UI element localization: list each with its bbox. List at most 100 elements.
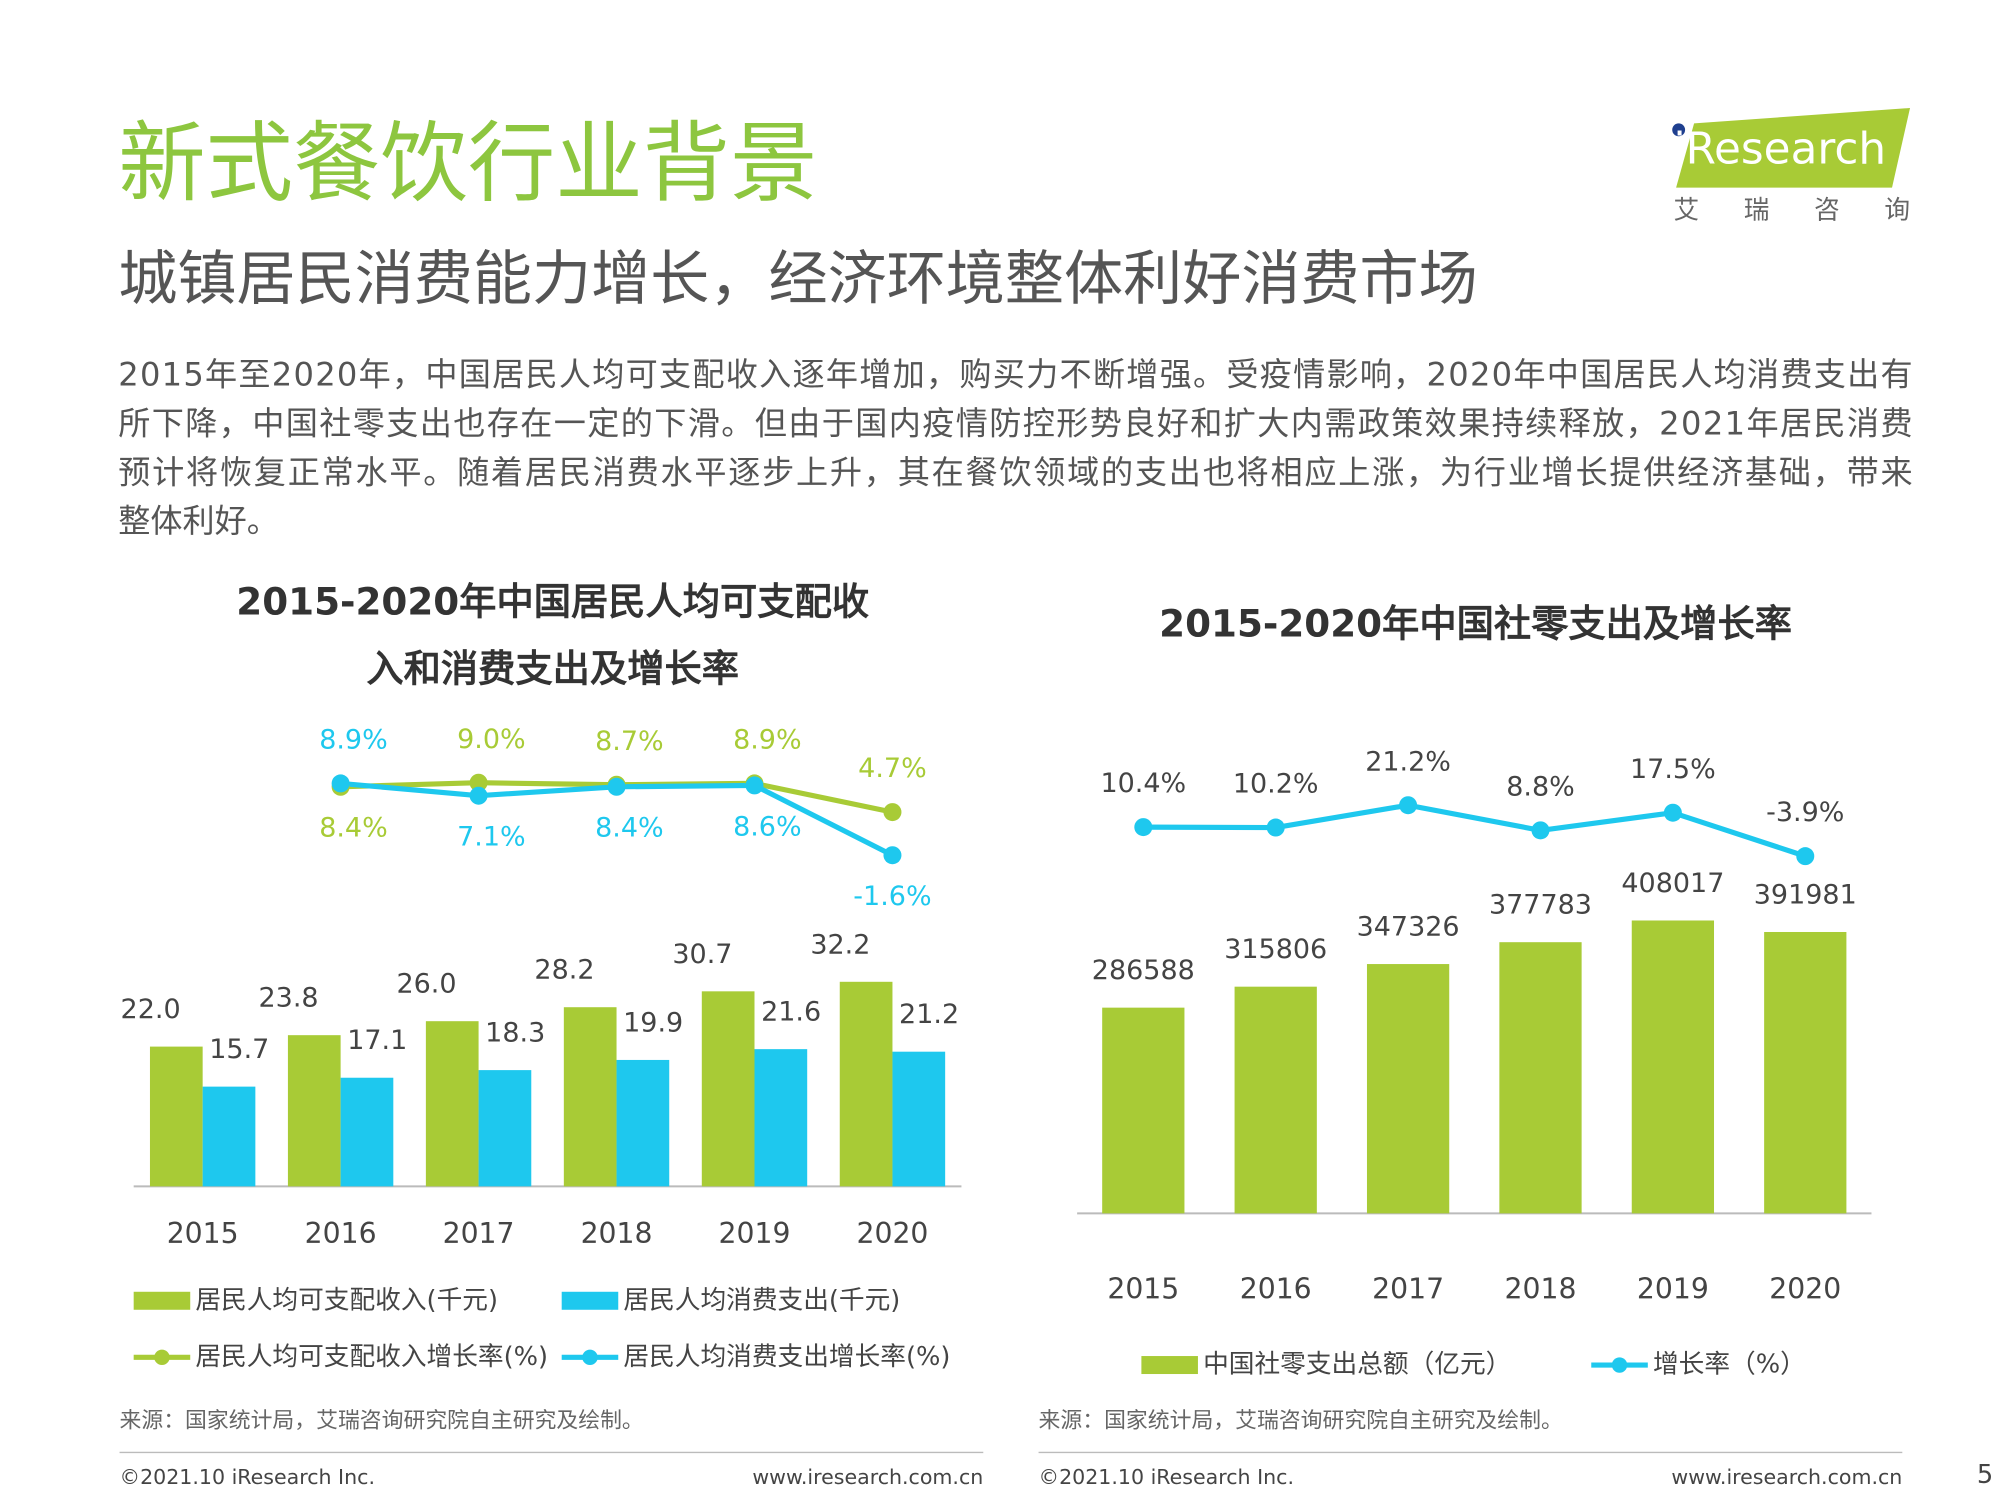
bar (478, 1070, 532, 1187)
legend-label: 居民人均消费支出(千元) (623, 1285, 900, 1315)
bar (1499, 942, 1582, 1214)
bar-value-label: 23.8 (259, 983, 319, 1014)
legend-label: 居民人均可支配收入增长率(%) (195, 1342, 548, 1372)
legend-swatch (133, 1291, 191, 1310)
bar (340, 1077, 394, 1187)
line-value-label: 8.4% (319, 813, 388, 844)
line-point (469, 773, 488, 792)
line-value-label: 8.7% (595, 726, 664, 757)
legend-label: 居民人均可支配收入(千元) (195, 1285, 498, 1315)
legend-label: 居民人均消费支出增长率(%) (623, 1342, 950, 1372)
bar (1234, 986, 1317, 1214)
line (1143, 802, 1807, 859)
bar (563, 1007, 617, 1187)
chart-source: 来源：国家统计局，艾瑞咨询研究院自主研究及绘制。 (1039, 1409, 1563, 1434)
line-point (469, 786, 488, 805)
x-tick-label: 2015 (167, 1217, 239, 1250)
line-value-label: -3.9% (1766, 797, 1844, 828)
line-value-label: 8.6% (733, 811, 802, 842)
x-tick-label: 2015 (1107, 1272, 1179, 1305)
bar-value-label: 17.1 (347, 1025, 407, 1056)
line-point (883, 846, 902, 865)
chart-title: 2015-2020年中国社零支出及增长率 (1159, 601, 1792, 645)
logo-dot (1672, 123, 1686, 137)
footer-url: www.iresearch.com.cn (752, 1465, 983, 1489)
line-point (1663, 803, 1682, 822)
line-point (745, 776, 764, 795)
line-point (883, 803, 902, 822)
legend-label: 增长率（%） (1653, 1350, 1806, 1380)
line-point (1531, 821, 1550, 840)
line-value-label: 17.5% (1630, 754, 1716, 785)
bar-value-label: 30.7 (672, 939, 732, 970)
legend-swatch (1141, 1356, 1198, 1375)
body-text: 所下降，中国社零支出也存在一定的下滑。但由于国内疫情防控形势良好和扩大内需政策效… (118, 404, 1912, 442)
line-point (331, 774, 350, 793)
bar-value-label: 28.2 (534, 955, 594, 986)
line-value-label: -1.6% (853, 881, 931, 912)
bar (202, 1086, 256, 1187)
x-tick-label: 2017 (443, 1217, 515, 1250)
bar (425, 1021, 479, 1187)
bar (1366, 964, 1450, 1214)
page-number: 5 (1977, 1460, 1993, 1490)
bar-value-label: 15.7 (209, 1034, 269, 1065)
legend-swatch (561, 1291, 619, 1310)
legend-label: 中国社零支出总额（亿元） (1203, 1350, 1511, 1380)
x-tick-label: 2019 (719, 1217, 791, 1250)
bar (754, 1049, 808, 1187)
bar-value-label: 377783 (1489, 890, 1592, 921)
line-value-label: 8.9% (733, 724, 802, 755)
line-value-label: 8.4% (595, 813, 664, 844)
bar (1631, 920, 1715, 1214)
chart-source: 来源：国家统计局，艾瑞咨询研究院自主研究及绘制。 (120, 1409, 644, 1434)
bar (149, 1046, 203, 1187)
logo-brand: iResearch (1674, 124, 1887, 175)
footer-copyright: ©2021.10 iResearch Inc. (120, 1465, 375, 1489)
bar-value-label: 21.2 (899, 999, 959, 1030)
line-point (607, 777, 626, 796)
line-value-label: 8.9% (319, 724, 388, 755)
bar (616, 1059, 670, 1187)
line-value-label: 8.8% (1506, 771, 1575, 802)
bar (892, 1051, 946, 1187)
bar (1102, 1007, 1185, 1214)
line-value-label: 7.1% (457, 822, 526, 853)
page-title: 新式餐饮行业背景 (118, 113, 817, 215)
line-value-label: 10.4% (1100, 768, 1186, 799)
page-subtitle: 城镇居民消费能力增长，经济环境整体利好消费市场 (118, 244, 1478, 313)
chart-title: 入和消费支出及增长率 (366, 646, 739, 690)
x-tick-label: 2018 (581, 1217, 653, 1250)
bar-value-label: 391981 (1754, 880, 1857, 911)
bar-value-label: 315806 (1224, 934, 1327, 965)
bar (287, 1035, 341, 1187)
bar (701, 991, 755, 1187)
logo-badge (1676, 107, 1911, 188)
line-point (1399, 796, 1418, 815)
x-tick-label: 2020 (856, 1217, 928, 1250)
chart-title: 2015-2020年中国居民人均可支配收 (236, 580, 869, 624)
line-value-label: 4.7% (858, 753, 927, 784)
legend-swatch (582, 1349, 598, 1366)
footer-copyright: ©2021.10 iResearch Inc. (1039, 1465, 1294, 1489)
x-tick-label: 2016 (1240, 1272, 1312, 1305)
bar (1764, 931, 1847, 1214)
line-value-label: 9.0% (457, 724, 526, 755)
x-tick-label: 2017 (1372, 1272, 1444, 1305)
bar-value-label: 21.6 (761, 997, 821, 1028)
bar-value-label: 22.0 (121, 994, 181, 1025)
legend-swatch (1611, 1357, 1628, 1373)
bar-value-label: 286588 (1092, 955, 1195, 986)
logo-tagline: 艾 瑞 咨 询 (1674, 195, 1911, 225)
x-tick-label: 2016 (305, 1217, 377, 1250)
body-text: 整体利好。 (118, 502, 279, 540)
line-point (1266, 818, 1285, 837)
x-tick-label: 2020 (1769, 1272, 1841, 1305)
x-tick-label: 2018 (1505, 1272, 1577, 1305)
line-value-label: 21.2% (1365, 746, 1451, 777)
bar-value-label: 408017 (1621, 868, 1724, 899)
footer-url: www.iresearch.com.cn (1671, 1465, 1902, 1489)
line-point (1796, 847, 1815, 866)
bar-value-label: 26.0 (396, 969, 456, 1000)
body-text: 2015年至2020年，中国居民人均可支配收入逐年增加，购买力不断增强。受疫情影… (118, 356, 1912, 394)
